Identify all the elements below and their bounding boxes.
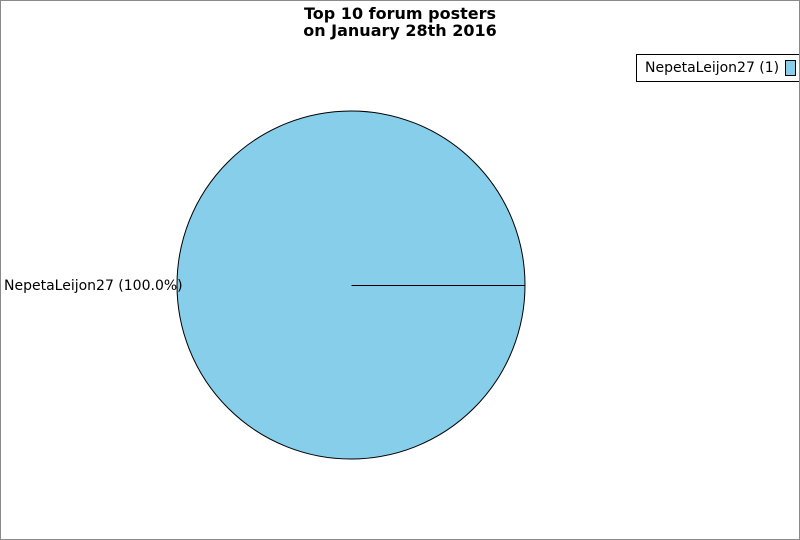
chart-title-line-1: Top 10 forum posters	[304, 4, 496, 23]
legend-swatch-rect	[785, 60, 797, 76]
legend-label: NepetaLeijon27 (1)	[645, 60, 780, 76]
legend-box: NepetaLeijon27 (1)	[636, 54, 799, 82]
legend-swatch	[785, 60, 797, 76]
pie-slice-label: NepetaLeijon27 (100.0%)	[4, 278, 183, 294]
chart-title: Top 10 forum posters on January 28th 201…	[1, 5, 799, 39]
chart-title-line-2: on January 28th 2016	[303, 21, 497, 40]
